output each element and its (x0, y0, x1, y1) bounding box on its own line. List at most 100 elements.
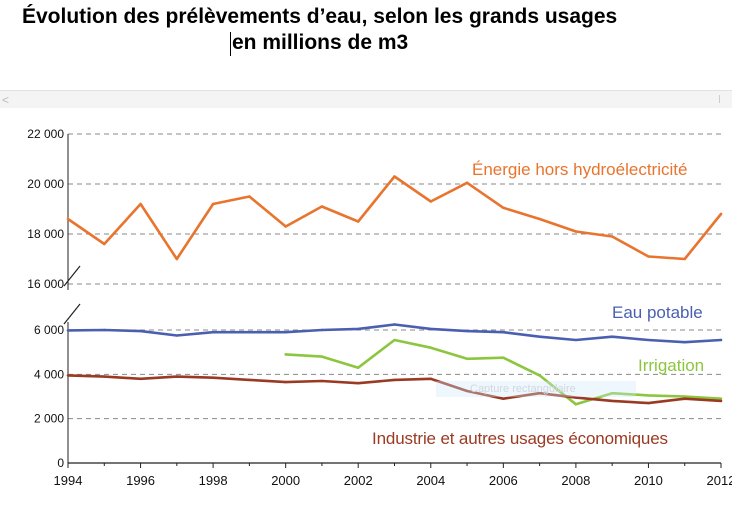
data-point (320, 355, 324, 358)
data-point (574, 403, 578, 406)
y-tick-label: 6 000 (34, 323, 64, 337)
data-point (719, 399, 723, 403)
y-tick-label: 18 000 (27, 227, 64, 241)
data-point (175, 375, 179, 378)
y-tick-label: 0 (57, 456, 64, 470)
data-point (393, 338, 396, 342)
data-point (357, 366, 360, 369)
data-point (284, 225, 287, 228)
chart-subtitle: en millions de m3 (232, 31, 409, 54)
data-point (175, 334, 179, 337)
data-point (502, 356, 505, 359)
data-point (393, 323, 396, 326)
capture-overlay: Capture rectangulaire (436, 381, 636, 397)
data-point (683, 397, 686, 400)
data-point (465, 181, 469, 184)
data-point (574, 230, 578, 233)
x-tick-label: 2004 (416, 473, 445, 488)
data-point (574, 338, 578, 342)
browser-toolbar-strip: < (0, 90, 732, 109)
data-point (683, 257, 686, 261)
data-point (320, 379, 324, 383)
data-point (66, 329, 70, 332)
data-point (647, 401, 650, 405)
data-point (465, 389, 469, 393)
data-point (538, 391, 541, 395)
x-tick-label: 2002 (344, 473, 373, 488)
y-tick-label: 2 000 (34, 412, 64, 426)
data-point (103, 242, 106, 246)
x-tick-label: 2006 (489, 473, 518, 488)
data-point (357, 220, 360, 223)
scroll-left-icon[interactable]: < (2, 93, 10, 107)
data-point (647, 255, 650, 258)
data-point (465, 357, 469, 361)
series-label: Eau potable (612, 303, 703, 322)
data-point (502, 206, 505, 209)
data-point (211, 376, 215, 379)
chart-title: Évolution des prélèvements d’eau, selon … (22, 5, 618, 28)
data-point (248, 378, 251, 382)
x-tick-label: 2000 (271, 473, 300, 488)
data-point (357, 382, 360, 385)
toolbar-edge (719, 95, 726, 103)
data-point (139, 202, 142, 206)
data-point (284, 380, 287, 384)
axes: 0 2 000 4 000 6 000 16 000 18 000 20 000 22 000… (27, 127, 732, 488)
data-point (66, 374, 70, 377)
data-point (683, 395, 686, 398)
data-point (719, 212, 723, 216)
data-point (502, 397, 505, 400)
data-point (538, 374, 541, 377)
text-cursor (230, 32, 231, 56)
data-point (393, 175, 396, 178)
data-point (647, 338, 650, 342)
title-block: Évolution des prélèvements d’eau, selon … (0, 0, 732, 80)
series-label: Industrie et autres usages économiques (372, 429, 668, 448)
x-tick-label: 1996 (126, 473, 155, 488)
y-tick-label: 4 000 (34, 367, 64, 381)
data-point (284, 353, 287, 356)
data-point (139, 329, 142, 333)
data-point (284, 331, 287, 334)
data-point (719, 338, 723, 342)
data-point (610, 391, 614, 395)
data-point (538, 335, 541, 338)
data-point (574, 396, 578, 399)
data-point (248, 195, 251, 198)
data-point (610, 235, 614, 238)
y-tick-label: 16 000 (27, 277, 64, 291)
x-tick-label: 2010 (634, 473, 663, 488)
chart-background (0, 108, 732, 510)
data-point (719, 397, 723, 400)
data-point (610, 399, 614, 403)
x-tick-label: 2012 (707, 473, 732, 488)
series-labels: Énergie hors hydroélectricité Eau potable… (372, 160, 704, 448)
data-point (320, 328, 324, 332)
data-point (683, 340, 686, 344)
data-point (393, 378, 396, 382)
data-point (103, 328, 106, 332)
line-chart: 0 2 000 4 000 6 000 16 000 18 000 20 000 22 000… (0, 108, 732, 510)
x-tick-label: 1994 (54, 473, 83, 488)
data-point (647, 394, 650, 397)
data-point (429, 327, 432, 331)
grid-lines (68, 133, 721, 420)
data-point (465, 329, 469, 333)
data-point (357, 327, 360, 331)
data-point (139, 377, 142, 380)
x-tick-label: 1998 (199, 473, 228, 488)
axis-break-mark (63, 303, 81, 325)
data-point (429, 200, 432, 203)
data-point (538, 217, 541, 221)
data-point (248, 331, 251, 334)
series-lines (66, 175, 723, 406)
data-point (103, 375, 106, 378)
data-point (175, 257, 179, 261)
data-point (211, 202, 215, 206)
x-tick-label: 2008 (561, 473, 590, 488)
data-point (211, 331, 215, 334)
axis-break-mark (63, 265, 81, 287)
series-label: Irrigation (638, 356, 704, 375)
y-tick-label: 22 000 (27, 127, 64, 141)
